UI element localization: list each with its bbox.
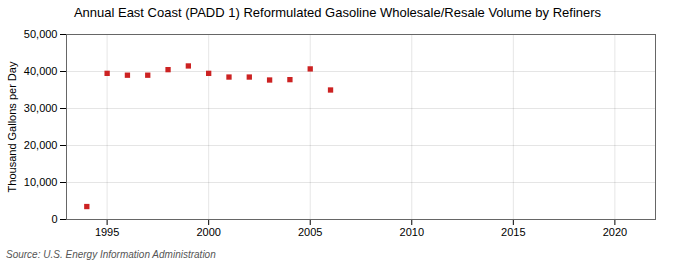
svg-text:40,000: 40,000 — [24, 65, 58, 77]
html-text:Source: U.S. Energy Informatio: Source: U.S. Energy Information Administ… — [6, 249, 216, 260]
html-text:Annual East Coast (PADD 1) Ref: Annual East Coast (PADD 1) Reformulated … — [73, 5, 602, 20]
svg-text:0: 0 — [51, 213, 57, 225]
svg-text:30,000: 30,000 — [24, 102, 58, 114]
svg-text:2005: 2005 — [298, 226, 322, 238]
svg-text:1995: 1995 — [95, 226, 119, 238]
svg-text:2000: 2000 — [196, 226, 220, 238]
svg-text:Thousand Gallons per Day: Thousand Gallons per Day — [6, 61, 18, 192]
svg-text:20,000: 20,000 — [24, 139, 58, 151]
svg-text:2015: 2015 — [501, 226, 525, 238]
svg-text:2020: 2020 — [603, 226, 627, 238]
svg-text:10,000: 10,000 — [24, 176, 58, 188]
svg-text:2010: 2010 — [400, 226, 424, 238]
svg-text:50,000: 50,000 — [24, 28, 58, 40]
